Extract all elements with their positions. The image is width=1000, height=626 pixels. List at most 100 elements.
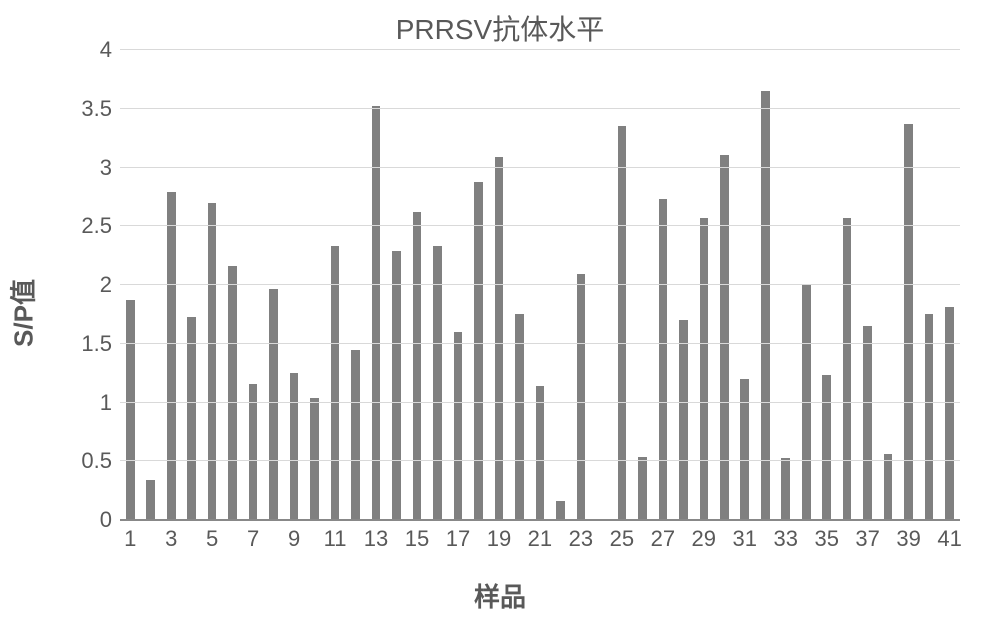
x-tick-label: 13 [364, 526, 388, 552]
x-tick-label: 37 [855, 526, 879, 552]
bar-slot [345, 50, 365, 520]
bar-slot [181, 50, 201, 520]
bar [290, 373, 299, 520]
y-tick-label: 4 [100, 37, 112, 63]
x-tick-label: 21 [528, 526, 552, 552]
bar-slot [591, 50, 611, 520]
bar-slot [263, 50, 283, 520]
x-tick-label: 27 [651, 526, 675, 552]
bar-slot: 11 [325, 50, 345, 520]
x-tick-label: 33 [773, 526, 797, 552]
gridline [120, 225, 960, 226]
bar-slot: 29 [694, 50, 714, 520]
bar [208, 203, 217, 520]
bar-slot: 39 [898, 50, 918, 520]
bar-slot: 3 [161, 50, 181, 520]
gridline [120, 402, 960, 403]
y-tick-label: 3.5 [81, 96, 112, 122]
x-tick-label: 39 [896, 526, 920, 552]
bar [269, 289, 278, 520]
bar-slot [140, 50, 160, 520]
bar-slot [837, 50, 857, 520]
bar-slot: 7 [243, 50, 263, 520]
gridline [120, 460, 960, 461]
bar [372, 106, 381, 520]
bars-group: 1357911131517192123252729313335373941 [120, 50, 960, 520]
x-tick-label: 7 [247, 526, 259, 552]
bar [454, 332, 463, 520]
bar-slot [304, 50, 324, 520]
bar-slot [755, 50, 775, 520]
bar [884, 454, 893, 520]
chart-container: PRRSV抗体水平 S/P值 1357911131517192123252729… [0, 0, 1000, 626]
bar [310, 398, 319, 520]
gridline [120, 167, 960, 168]
y-tick-label: 2.5 [81, 213, 112, 239]
y-tick-label: 3 [100, 155, 112, 181]
bar-slot: 25 [612, 50, 632, 520]
chart-title: PRRSV抗体水平 [0, 8, 1000, 48]
bar-slot [632, 50, 652, 520]
bar [474, 182, 483, 520]
y-tick-label: 1.5 [81, 331, 112, 357]
bar [331, 246, 340, 520]
bar [187, 317, 196, 520]
bar-slot [386, 50, 406, 520]
bar-slot: 13 [366, 50, 386, 520]
bar [925, 314, 934, 520]
x-tick-label: 41 [937, 526, 961, 552]
bar [802, 285, 811, 520]
bar [515, 314, 524, 520]
bar [413, 212, 422, 520]
x-tick-label: 15 [405, 526, 429, 552]
bar [126, 300, 135, 520]
bar-slot [673, 50, 693, 520]
bar [577, 274, 586, 520]
x-tick-label: 23 [569, 526, 593, 552]
bar [433, 246, 442, 520]
bar [679, 320, 688, 520]
bar-slot [222, 50, 242, 520]
bar-slot: 27 [653, 50, 673, 520]
y-axis-label: S/P值 [4, 279, 41, 347]
y-tick-label: 0.5 [81, 448, 112, 474]
bar-slot [550, 50, 570, 520]
bar-slot: 21 [530, 50, 550, 520]
bar-slot [878, 50, 898, 520]
bar [556, 501, 565, 520]
bar-slot [468, 50, 488, 520]
bar [863, 326, 872, 520]
x-tick-label: 29 [692, 526, 716, 552]
bar [740, 379, 749, 520]
plot-area: 1357911131517192123252729313335373941 00… [120, 50, 960, 521]
bar-slot: 35 [816, 50, 836, 520]
bar [720, 155, 729, 520]
bar-slot: 31 [735, 50, 755, 520]
bar [536, 386, 545, 520]
bar [781, 458, 790, 520]
bar-slot: 5 [202, 50, 222, 520]
bar-slot [509, 50, 529, 520]
bar-slot: 17 [448, 50, 468, 520]
x-tick-label: 1 [124, 526, 136, 552]
x-axis-label: 样品 [0, 577, 1000, 614]
bar-slot [796, 50, 816, 520]
gridline [120, 343, 960, 344]
bar [351, 350, 360, 520]
bar-slot: 33 [776, 50, 796, 520]
bar [822, 375, 831, 520]
bar [167, 192, 176, 520]
bar-slot: 1 [120, 50, 140, 520]
y-tick-label: 2 [100, 272, 112, 298]
x-tick-label: 25 [610, 526, 634, 552]
bar [945, 307, 954, 520]
bar-slot [714, 50, 734, 520]
gridline [120, 49, 960, 50]
bar [249, 384, 258, 520]
x-tick-label: 3 [165, 526, 177, 552]
bar-slot: 37 [857, 50, 877, 520]
bar [843, 218, 852, 520]
bar-slot: 15 [407, 50, 427, 520]
x-tick-label: 9 [288, 526, 300, 552]
x-tick-label: 5 [206, 526, 218, 552]
